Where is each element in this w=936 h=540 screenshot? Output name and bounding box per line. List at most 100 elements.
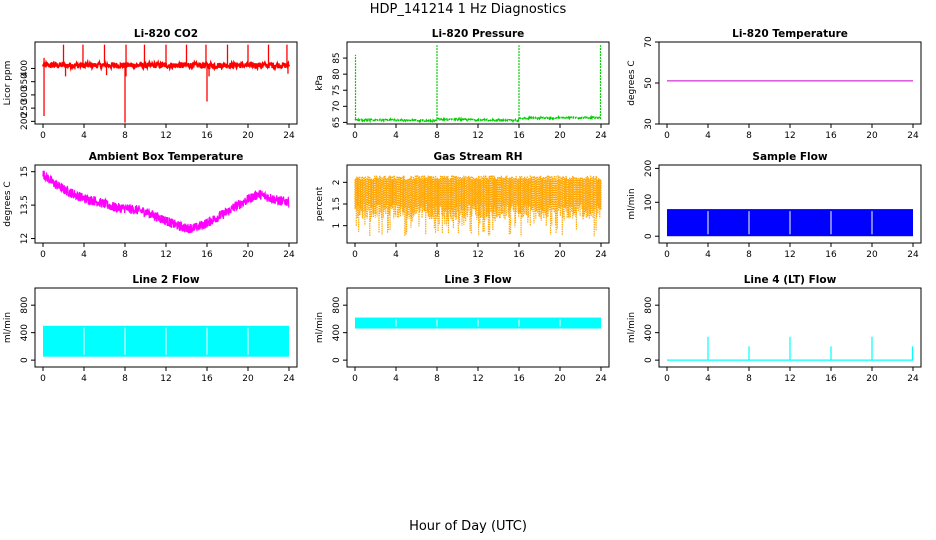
x-tick-label: 16 [513, 131, 525, 141]
y-tick-label: 75 [332, 85, 342, 96]
x-tick-label: 4 [705, 374, 711, 384]
x-tick-label: 24 [907, 374, 919, 384]
y-axis-label: degrees C [3, 181, 13, 226]
plot-frame [658, 41, 922, 125]
x-tick-label: 8 [434, 250, 440, 260]
x-tick-label: 24 [595, 250, 607, 260]
panel-8: Line 3 Flow ml/min 0 4 8 12 16 20 24 0 400 800 [315, 274, 610, 384]
y-tick-label: 0 [644, 233, 654, 239]
series-line [42, 170, 290, 234]
y-axis-label: degrees C [627, 60, 637, 105]
x-tick-label: 20 [866, 131, 878, 141]
panel-9: Line 4 (LT) Flow ml/min 0 4 8 12 16 20 24 0 400 800 [627, 274, 922, 384]
x-tick-label: 16 [513, 374, 525, 384]
y-tick-label: 400 [332, 324, 342, 341]
y-tick-label: 65 [332, 117, 342, 128]
y-tick-label: 800 [644, 296, 654, 313]
x-tick-label: 0 [664, 374, 670, 384]
x-tick-label: 20 [866, 250, 878, 260]
data-layer [354, 175, 602, 237]
y-axis-label: ml/min [3, 312, 13, 343]
y-axis-label: ml/min [627, 188, 637, 219]
x-tick-label: 4 [393, 250, 399, 260]
x-tick-label: 0 [40, 131, 46, 141]
y-tick-label: 0 [644, 357, 654, 363]
x-tick-label: 12 [472, 250, 483, 260]
x-tick-label: 8 [122, 250, 128, 260]
y-tick-label: 30 [644, 118, 654, 130]
x-tick-label: 0 [352, 131, 358, 141]
x-tick-label: 8 [434, 374, 440, 384]
x-tick-label: 0 [664, 131, 670, 141]
panel-title: Line 2 Flow [132, 274, 199, 286]
x-tick-label: 20 [554, 131, 566, 141]
x-tick-label: 4 [81, 374, 87, 384]
panel-title: Li-820 Temperature [732, 28, 848, 40]
x-tick-label: 24 [595, 131, 607, 141]
data-layer [355, 317, 601, 329]
series-line [354, 114, 601, 123]
y-tick-label: 1.5 [332, 197, 342, 211]
panel-title: Ambient Box Temperature [89, 151, 244, 163]
x-tick-label: 8 [122, 374, 128, 384]
data-layer [43, 325, 289, 357]
y-tick-label: 100 [644, 193, 654, 210]
x-tick-label: 8 [434, 131, 440, 141]
y-tick-label: 2 [332, 179, 342, 185]
y-axis-label: percent [315, 186, 325, 221]
y-tick-label: 350 [20, 73, 30, 90]
data-layer [667, 336, 914, 361]
x-tick-label: 16 [201, 131, 213, 141]
panel-7: Line 2 Flow ml/min 0 4 8 12 16 20 24 0 400 800 [3, 274, 298, 384]
figure-title: HDP_141214 1 Hz Diagnostics [369, 2, 567, 17]
x-tick-label: 16 [513, 250, 525, 260]
panel-5: Gas Stream RH percent 0 4 8 12 16 20 24 1 1.5 2 [315, 151, 610, 260]
panel-2: Li-820 Pressure kPa 0 4 8 12 16 20 24 65 70 75 80 85 [315, 28, 610, 141]
x-tick-label: 8 [746, 250, 752, 260]
x-tick-label: 16 [825, 250, 837, 260]
x-tick-label: 4 [81, 250, 87, 260]
x-tick-label: 0 [40, 374, 46, 384]
x-tick-label: 12 [160, 131, 171, 141]
x-tick-label: 12 [472, 131, 483, 141]
x-tick-label: 0 [352, 250, 358, 260]
x-tick-label: 8 [746, 374, 752, 384]
x-tick-label: 0 [40, 250, 46, 260]
y-tick-label: 0 [332, 357, 342, 363]
x-tick-label: 24 [283, 374, 295, 384]
x-tick-label: 20 [554, 250, 566, 260]
y-tick-label: 15 [20, 166, 30, 177]
y-tick-label: 1 [332, 223, 342, 229]
y-tick-label: 800 [332, 296, 342, 313]
data-layer [667, 209, 913, 237]
x-tick-label: 16 [825, 374, 837, 384]
y-tick-label: 13.5 [20, 195, 30, 215]
x-tick-label: 8 [746, 131, 752, 141]
y-tick-label: 200 [644, 160, 654, 177]
panel-title: Line 3 Flow [444, 274, 511, 286]
y-tick-label: 800 [20, 296, 30, 313]
data-layer [354, 45, 602, 123]
x-tick-label: 16 [201, 374, 213, 384]
figure-x-axis-label: Hour of Day (UTC) [409, 519, 527, 534]
x-tick-label: 20 [554, 374, 566, 384]
panel-6: Sample Flow ml/min 0 4 8 12 16 20 24 0 100 200 [627, 151, 922, 260]
x-tick-label: 12 [160, 250, 171, 260]
data-layer [42, 44, 290, 123]
y-axis-label: ml/min [315, 312, 325, 343]
x-tick-label: 4 [705, 250, 711, 260]
x-tick-label: 4 [705, 131, 711, 141]
y-axis-label: ml/min [627, 312, 637, 343]
panel-title: Li-820 CO2 [134, 28, 198, 40]
y-tick-label: 85 [332, 52, 342, 63]
y-axis-label: Licor ppm [3, 61, 13, 106]
x-tick-label: 0 [664, 250, 670, 260]
x-tick-label: 16 [825, 131, 837, 141]
y-tick-label: 400 [644, 324, 654, 341]
y-tick-label: 400 [20, 60, 30, 77]
x-tick-label: 16 [201, 250, 213, 260]
x-tick-label: 12 [784, 131, 795, 141]
x-tick-label: 4 [393, 131, 399, 141]
y-tick-label: 250 [20, 99, 30, 116]
